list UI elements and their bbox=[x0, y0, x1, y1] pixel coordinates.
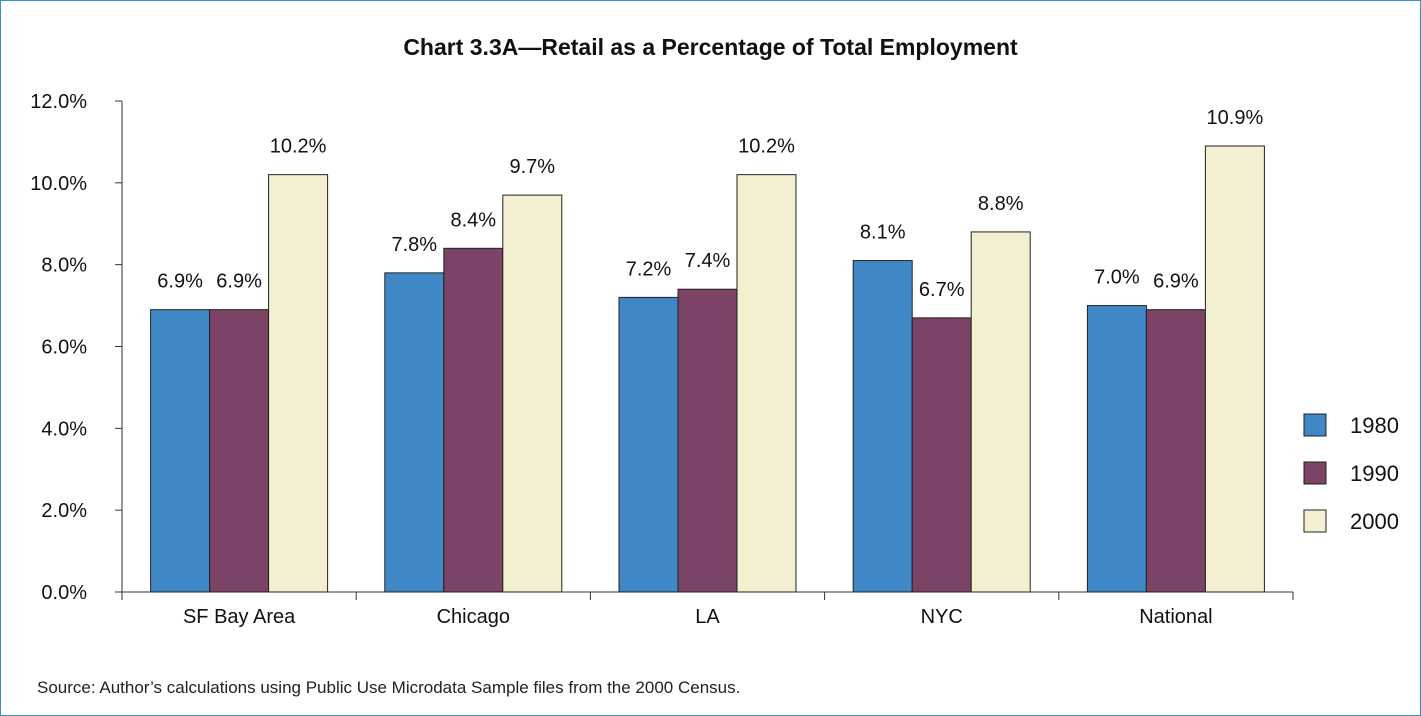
y-tick-label: 8.0% bbox=[41, 255, 87, 277]
y-tick-label: 10.0% bbox=[30, 173, 87, 195]
y-tick-label: 12.0% bbox=[30, 91, 87, 113]
bar-2000-national bbox=[1204, 145, 1265, 593]
y-tick-label: 4.0% bbox=[41, 418, 87, 440]
category-label: Chicago bbox=[437, 606, 510, 628]
y-tick-label: 0.0% bbox=[41, 582, 87, 604]
bar-1990-sf-bay-area bbox=[209, 309, 270, 593]
bar-1980-national bbox=[1086, 305, 1147, 593]
category-label: SF Bay Area bbox=[183, 606, 296, 628]
bar-2000-la bbox=[736, 174, 797, 593]
legend-label-1990: 1990 bbox=[1350, 461, 1399, 486]
bar-1990-national bbox=[1145, 309, 1206, 593]
legend-label-1980: 1980 bbox=[1350, 413, 1399, 438]
data-label: 6.9% bbox=[1153, 271, 1199, 293]
category-label: NYC bbox=[921, 606, 963, 628]
category-label: LA bbox=[695, 606, 720, 628]
y-tick-label: 2.0% bbox=[41, 500, 87, 522]
source-note: Source: Author’s calculations using Publ… bbox=[37, 678, 741, 697]
chart-title: Chart 3.3A—Retail as a Percentage of Tot… bbox=[403, 34, 1018, 60]
data-label: 6.9% bbox=[157, 271, 203, 293]
bar-1980-la bbox=[618, 296, 679, 593]
bar-1990-nyc bbox=[911, 317, 972, 593]
data-label: 8.1% bbox=[860, 222, 906, 244]
bar-1990-chicago bbox=[443, 247, 504, 593]
bar-1980-chicago bbox=[384, 272, 445, 593]
bar-1980-sf-bay-area bbox=[150, 309, 211, 593]
legend-label-2000: 2000 bbox=[1350, 509, 1399, 534]
data-label: 10.2% bbox=[270, 136, 327, 158]
y-tick-label: 6.0% bbox=[41, 337, 87, 359]
category-label: National bbox=[1139, 606, 1212, 628]
bar-1990-la bbox=[677, 288, 738, 593]
data-label: 7.0% bbox=[1094, 267, 1140, 289]
bar-2000-sf-bay-area bbox=[268, 174, 329, 593]
bar-2000-chicago bbox=[502, 194, 563, 593]
legend-swatch-1990 bbox=[1303, 461, 1327, 485]
legend-swatch-1980 bbox=[1303, 413, 1327, 437]
legend-swatch-2000 bbox=[1303, 509, 1327, 533]
data-label: 8.4% bbox=[451, 209, 497, 231]
bar-2000-nyc bbox=[970, 231, 1031, 593]
data-label: 7.4% bbox=[685, 250, 731, 272]
data-label: 7.2% bbox=[626, 258, 672, 280]
bar-1980-nyc bbox=[852, 260, 913, 593]
data-label: 7.8% bbox=[392, 234, 438, 256]
data-label: 8.8% bbox=[978, 193, 1024, 215]
data-label: 10.2% bbox=[738, 136, 795, 158]
data-label: 6.9% bbox=[216, 271, 262, 293]
data-label: 10.9% bbox=[1207, 107, 1264, 129]
data-label: 9.7% bbox=[510, 156, 556, 178]
data-label: 6.7% bbox=[919, 279, 965, 301]
